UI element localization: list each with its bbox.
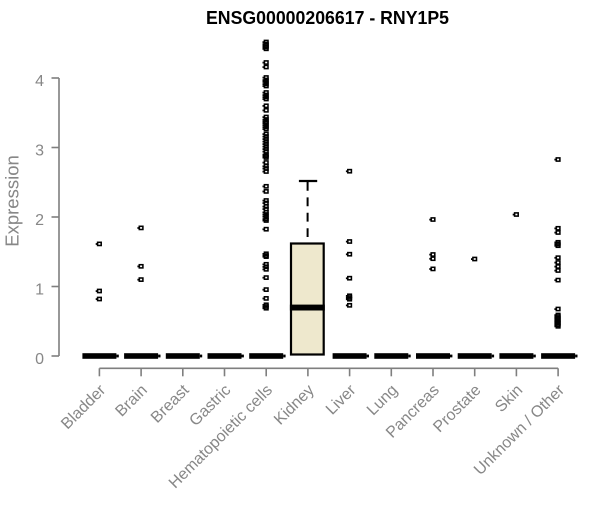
svg-text:Expression: Expression: [2, 155, 23, 247]
svg-text:0: 0: [35, 351, 44, 368]
svg-text:2: 2: [35, 212, 44, 229]
svg-text:4: 4: [35, 73, 44, 90]
svg-text:1: 1: [35, 281, 44, 298]
svg-text:3: 3: [35, 142, 44, 159]
svg-text:ENSG00000206617 - RNY1P5: ENSG00000206617 - RNY1P5: [206, 8, 449, 28]
